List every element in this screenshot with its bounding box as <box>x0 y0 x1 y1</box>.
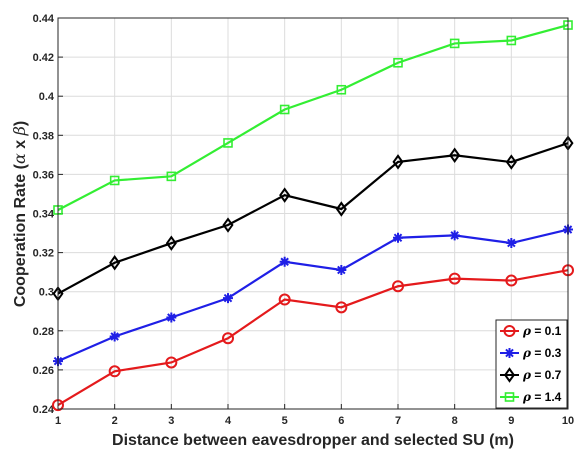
data-point <box>222 332 234 345</box>
data-point <box>166 312 177 323</box>
series-line <box>57 228 569 363</box>
x-tick-label: 6 <box>338 415 344 427</box>
data-point <box>392 154 404 170</box>
data-point <box>505 154 517 170</box>
data-point <box>505 274 518 287</box>
y-tick-label: 0.26 <box>33 365 54 377</box>
series-line <box>57 23 569 211</box>
data-point <box>166 171 177 182</box>
series-1 <box>52 264 574 412</box>
x-tick-label: 4 <box>225 415 232 427</box>
data-point <box>393 232 403 243</box>
data-point <box>165 356 178 369</box>
legend-entry-3-symbol: ρ <box>522 368 532 382</box>
data-point <box>336 265 347 275</box>
legend-entry-1-symbol: ρ <box>522 324 532 338</box>
data-point <box>449 230 460 241</box>
legend-entry-2-label: = 0.3 <box>531 346 562 360</box>
data-point <box>279 104 290 115</box>
y-tick-label: 0.44 <box>33 13 55 25</box>
data-point <box>335 201 347 217</box>
x-tick-label: 5 <box>282 415 288 427</box>
data-point <box>448 272 461 285</box>
data-point <box>278 293 291 306</box>
y-tick-label: 0.34 <box>33 209 55 221</box>
data-point <box>335 301 348 314</box>
x-tick-label: 9 <box>508 415 514 427</box>
y-axis-title-part-5: ) <box>12 121 29 126</box>
y-tick-label: 0.42 <box>33 52 54 64</box>
data-point <box>449 38 460 49</box>
y-axis-title-part-1: Cooperation Rate ( <box>12 163 29 307</box>
y-tick-label: 0.32 <box>33 248 54 260</box>
legend-markers <box>500 325 519 402</box>
data-point <box>222 217 234 233</box>
legend-entry-2-symbol: ρ <box>522 346 532 360</box>
y-tick-label: 0.28 <box>33 326 54 338</box>
data-point <box>506 238 517 249</box>
y-axis-ticks: 0.24 0.26 0.28 0.3 0.32 0.34 0.36 0.38 0.4 0.42 0.… <box>33 13 63 416</box>
data-point <box>393 57 403 68</box>
legend-marker <box>503 325 516 337</box>
legend-entry-4-symbol: ρ <box>522 390 532 404</box>
legend-entry-1: ρ = 0.1 <box>522 324 562 338</box>
y-tick-label: 0.4 <box>39 91 55 103</box>
data-point <box>223 138 233 148</box>
legend-marker <box>503 367 516 383</box>
legend: ρ = 0.1 ρ = 0.3 ρ = 0.7 ρ = 1.4 <box>495 319 568 409</box>
x-axis-ticks: 1 2 3 4 5 6 7 8 9 10 <box>55 404 574 427</box>
x-tick-label: 1 <box>55 415 61 427</box>
data-point <box>506 35 517 46</box>
legend-entry-1-label: = 0.1 <box>531 324 562 338</box>
data-point <box>336 84 347 95</box>
x-tick-label: 10 <box>562 415 574 427</box>
legend-entry-4-label: = 1.4 <box>531 390 562 404</box>
x-tick-label: 3 <box>168 415 174 427</box>
y-axis-title-part-3: x <box>12 135 29 153</box>
data-point <box>279 187 291 203</box>
y-tick-label: 0.38 <box>33 130 54 142</box>
y-axis-title: Cooperation Rate (α x β) <box>10 121 29 307</box>
legend-entry-2: ρ = 0.3 <box>522 346 562 360</box>
y-tick-label: 0.3 <box>39 287 54 299</box>
data-point <box>223 293 233 304</box>
series-line <box>57 269 569 407</box>
x-tick-label: 8 <box>452 415 458 427</box>
x-axis-title: Distance between eavesdropper and select… <box>112 432 514 449</box>
data-point <box>165 235 177 251</box>
x-tick-label: 7 <box>395 415 401 427</box>
legend-marker <box>504 348 515 358</box>
legend-entry-3: ρ = 0.7 <box>522 368 562 382</box>
data-point <box>392 280 404 293</box>
y-axis-title-beta: β <box>10 126 29 136</box>
data-point <box>109 331 120 342</box>
y-axis-title-alpha: α <box>10 153 29 164</box>
legend-entry-3-label: = 0.7 <box>531 368 562 382</box>
plot-frame <box>57 17 569 410</box>
x-tick-label: 2 <box>112 415 118 427</box>
series-line <box>57 142 569 295</box>
series-lines <box>52 20 574 412</box>
data-point <box>108 365 121 378</box>
y-tick-label: 0.36 <box>33 169 54 181</box>
data-point <box>109 175 120 186</box>
y-tick-label: 0.24 <box>33 404 55 416</box>
data-point <box>109 255 121 271</box>
legend-marker <box>504 392 515 402</box>
legend-entry-4: ρ = 1.4 <box>522 390 562 404</box>
data-point <box>279 256 290 267</box>
data-point <box>449 147 461 163</box>
